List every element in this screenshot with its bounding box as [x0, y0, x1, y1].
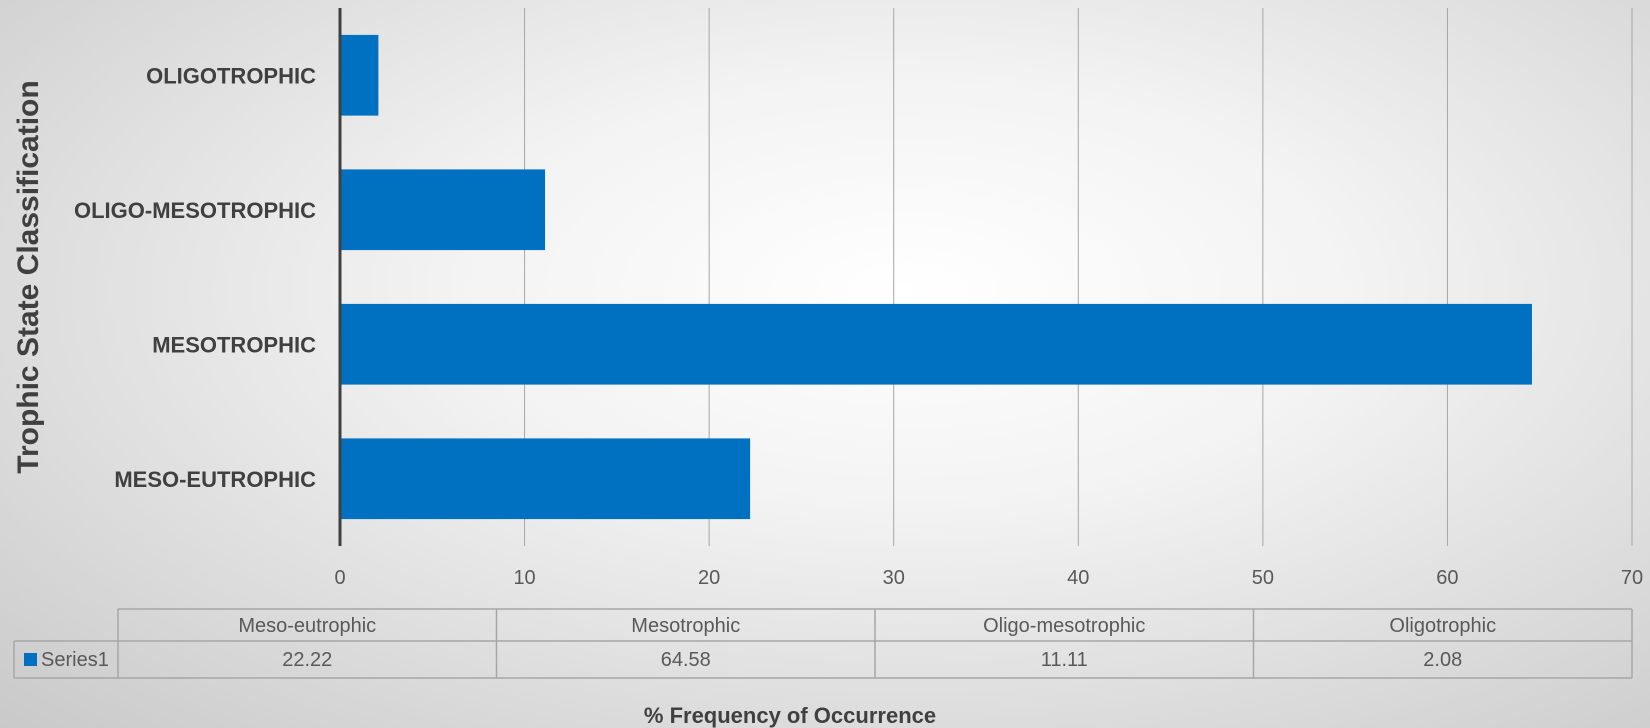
table-header-oligo-mesotrophic: Oligo-mesotrophic: [983, 615, 1145, 637]
grid-lines: [524, 8, 1633, 546]
category-label-oligotrophic: OLIGOTROPHIC: [146, 63, 316, 88]
x-tick-label-40: 40: [1067, 567, 1089, 589]
legend-key-series1: [24, 653, 37, 666]
bars: [340, 34, 1532, 520]
x-tick-label-50: 50: [1252, 567, 1274, 589]
x-axis-title: % Frequency of Occurrence: [644, 703, 936, 728]
x-tick-label-20: 20: [698, 567, 720, 589]
bar-mesotrophic: [340, 303, 1532, 385]
table-header-meso-eutrophic: Meso-eutrophic: [238, 615, 376, 637]
data-table: Meso-eutrophic Mesotrophic Oligo-mesotroph…: [13, 608, 1633, 679]
table-value-oligo-mesotrophic: 11.11: [1041, 649, 1088, 671]
category-label-oligo-mesotrophic: OLIGO-MESOTROPHIC: [74, 198, 316, 223]
table-header-mesotrophic: Mesotrophic: [631, 615, 740, 637]
x-tick-label-60: 60: [1436, 567, 1458, 589]
category-label-mesotrophic: MESOTROPHIC: [152, 332, 316, 357]
x-tick-label-70: 70: [1621, 567, 1643, 589]
table-value-oligotrophic: 2.08: [1423, 649, 1462, 671]
table-value-meso-eutrophic: 22.22: [282, 649, 332, 671]
x-tick-label-10: 10: [513, 567, 535, 589]
x-tick-label-0: 0: [334, 567, 345, 589]
bar-meso-eutrophic: [340, 438, 751, 520]
table-row-label: Series1: [41, 649, 109, 671]
x-tick-labels: 0 10 20 30 40 50 60 70: [334, 567, 1643, 589]
y-axis-title: Trophic State Classification: [12, 80, 45, 473]
x-tick-label-30: 30: [883, 567, 905, 589]
table-value-mesotrophic: 64.58: [661, 649, 711, 671]
bar-oligo-mesotrophic: [340, 169, 546, 251]
bar-oligotrophic: [340, 34, 379, 116]
table-header-oligotrophic: Oligotrophic: [1389, 615, 1496, 637]
category-labels: MESO-EUTROPHIC MESOTROPHIC OLIGO-MESOTROPH…: [74, 63, 316, 492]
category-label-meso-eutrophic: MESO-EUTROPHIC: [114, 467, 316, 492]
